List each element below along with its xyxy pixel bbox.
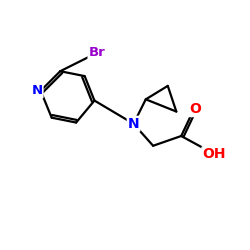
Text: N: N: [128, 117, 139, 131]
Text: OH: OH: [202, 147, 226, 161]
Text: Br: Br: [88, 46, 105, 60]
Text: O: O: [189, 102, 201, 116]
Text: N: N: [32, 84, 42, 97]
